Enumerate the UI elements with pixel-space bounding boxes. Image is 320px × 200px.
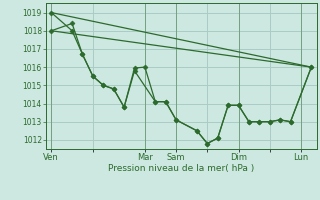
X-axis label: Pression niveau de la mer( hPa ): Pression niveau de la mer( hPa ) — [108, 164, 254, 173]
